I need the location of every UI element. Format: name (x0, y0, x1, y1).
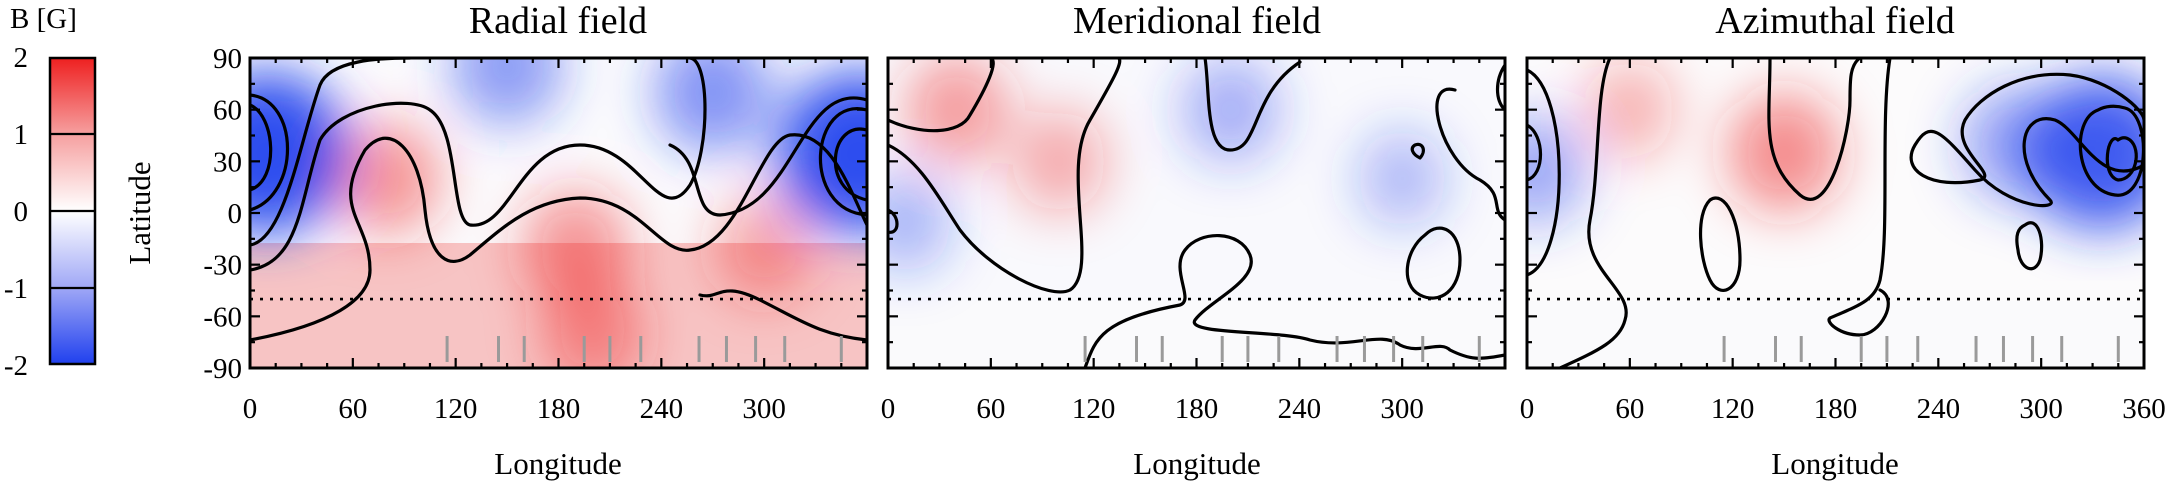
y-tick-label: -90 (203, 353, 242, 385)
field-blob-6 (541, 278, 645, 368)
y-tick-label: 90 (213, 43, 242, 75)
x-tick-label: 300 (742, 393, 786, 425)
colorbar-title: B [G] (10, 3, 77, 35)
meridional-field-xlabel: Longitude (1133, 446, 1260, 481)
azimuthal-field-xlabel: Longitude (1771, 446, 1898, 481)
x-tick-label: 300 (2019, 393, 2063, 425)
azimuthal-field-contours (1527, 58, 2144, 368)
x-tick-label: 180 (537, 393, 581, 425)
panel-radial-field: Radial field 0 60 120 180 240 300 9060300-30-… (122, 0, 869, 481)
x-tick-label: 240 (1278, 393, 1322, 425)
x-tick-label: 360 (2122, 393, 2166, 425)
x-tick-label: 0 (1520, 393, 1535, 425)
x-tick-label: 60 (338, 393, 367, 425)
field-blob-4 (1585, 60, 1675, 159)
colorbar-tick-0: 0 (14, 196, 29, 228)
colorbar-tick-minus1: -1 (4, 273, 28, 305)
x-tick-label: 60 (1615, 393, 1644, 425)
observation-phase-ticks (1083, 336, 1481, 362)
field-blob-3 (654, 58, 771, 154)
field-blob-2 (1181, 58, 1280, 163)
x-tick-label: 0 (243, 393, 258, 425)
x-tick-label: 300 (1380, 393, 1424, 425)
panel-azimuthal-field: Azimuthal field 0 60 120 180 240 300 360 Longi… (1520, 0, 2166, 481)
x-tick-label: 120 (1711, 393, 1755, 425)
meridional-field-contours (888, 58, 1505, 368)
y-tick-label: -30 (203, 250, 242, 282)
x-tick-label: 0 (881, 393, 896, 425)
field-blob-3 (1527, 114, 1587, 225)
azimuthal-field-heatmap (1527, 58, 2144, 368)
x-tick-label: 240 (1917, 393, 1961, 425)
field-blob-2 (1961, 87, 2069, 202)
x-tick-label: 120 (434, 393, 478, 425)
colorbar-tick-1: 1 (14, 119, 29, 151)
radial-field-xlabel: Longitude (494, 446, 621, 481)
colorbar-tick-minus2: -2 (4, 350, 28, 382)
x-tick-label: 180 (1175, 393, 1219, 425)
field-blob-2 (451, 58, 563, 126)
field-blob-3 (1357, 129, 1447, 228)
field-blob-4 (333, 121, 441, 236)
colorbar: B [G] 2 1 0 -1 -2 (4, 3, 97, 382)
y-tick-label: -60 (203, 301, 242, 333)
x-tick-label: 120 (1072, 393, 1116, 425)
panel-meridional-field: Meridional field 0 60 120 180 240 300 Longitu… (881, 0, 1507, 481)
y-tick-label: 60 (213, 95, 242, 127)
field-blob-5 (522, 190, 630, 305)
x-tick-label: 240 (640, 393, 684, 425)
latitude-axis-label: Latitude (122, 161, 157, 264)
radial-field-title: Radial field (469, 0, 647, 42)
x-tick-label: 60 (976, 393, 1005, 425)
field-blob-1 (1012, 110, 1107, 213)
azimuthal-field-title: Azimuthal field (1715, 0, 1955, 42)
y-tick-label: 30 (213, 146, 242, 178)
observation-phase-ticks (1722, 336, 2120, 362)
field-blob-0 (905, 58, 1008, 165)
y-tick-label: 0 (228, 198, 243, 230)
x-tick-label: 180 (1814, 393, 1858, 425)
colorbar-tick-2: 2 (14, 42, 29, 74)
field-blob-0 (1728, 93, 1840, 212)
field-blob-0 (250, 71, 348, 234)
observation-phase-ticks (445, 336, 843, 362)
radial-field-contours (250, 58, 867, 342)
meridional-field-title: Meridional field (1073, 0, 1321, 42)
field-blob-7 (715, 194, 814, 301)
meridional-field-heatmap (888, 58, 1505, 368)
field-blob-4 (888, 170, 952, 273)
